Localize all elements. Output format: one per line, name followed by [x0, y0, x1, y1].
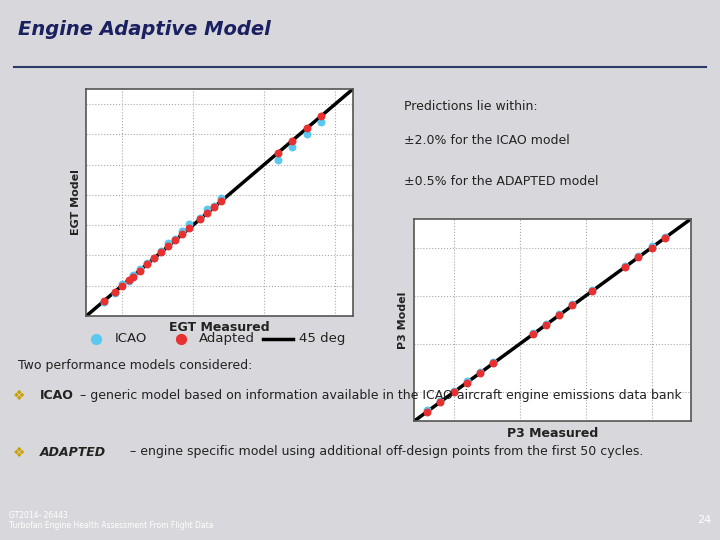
Point: [474, 369, 486, 377]
Point: [461, 377, 472, 386]
Point: [301, 124, 312, 133]
Text: ❖: ❖: [13, 389, 25, 403]
Point: [487, 358, 499, 367]
Point: [141, 260, 153, 269]
Point: [123, 275, 135, 284]
Text: Adapted: Adapted: [199, 332, 255, 346]
Point: [116, 280, 127, 288]
Point: [659, 232, 670, 241]
Point: [134, 266, 145, 275]
Point: [487, 359, 499, 368]
Point: [633, 253, 644, 261]
Point: [619, 261, 631, 270]
Point: [162, 239, 174, 248]
Point: [554, 309, 565, 318]
Point: [474, 367, 486, 376]
Text: ADAPTED: ADAPTED: [40, 446, 106, 458]
Point: [148, 254, 160, 263]
Text: ICAO: ICAO: [114, 332, 147, 346]
Point: [287, 142, 298, 151]
Text: – generic model based on information available in the ICAO aircraft engine emiss: – generic model based on information ava…: [76, 389, 681, 402]
Text: GT2014- 26443
Turbofan Engine Health Assessment From Flight Data: GT2014- 26443 Turbofan Engine Health Ass…: [9, 511, 213, 530]
Text: ±2.0% for the ICAO model: ±2.0% for the ICAO model: [404, 134, 570, 147]
Point: [646, 242, 657, 251]
Text: Predictions lie within:: Predictions lie within:: [404, 100, 538, 113]
Point: [554, 311, 565, 320]
Point: [646, 244, 657, 252]
Text: Engine Adaptive Model: Engine Adaptive Model: [18, 19, 271, 39]
Point: [176, 230, 188, 239]
Point: [209, 201, 220, 210]
Point: [586, 287, 598, 295]
Point: [633, 252, 644, 260]
Point: [215, 194, 227, 202]
Point: [209, 202, 220, 211]
Point: [272, 148, 284, 157]
Point: [194, 213, 206, 222]
Point: [567, 300, 578, 308]
Point: [586, 286, 598, 294]
Text: – engine specific model using additional off-design points from the first 50 cyc: – engine specific model using additional…: [126, 446, 644, 458]
Point: [315, 118, 327, 127]
Text: Two performance models considered:: Two performance models considered:: [18, 359, 253, 372]
Point: [156, 248, 167, 256]
Point: [194, 215, 206, 224]
Point: [127, 272, 138, 281]
Text: ICAO: ICAO: [40, 389, 73, 402]
Point: [435, 396, 446, 405]
Text: 45 deg: 45 deg: [299, 332, 345, 346]
Point: [567, 301, 578, 310]
Point: [448, 387, 459, 395]
Point: [202, 204, 213, 213]
X-axis label: P3 Measured: P3 Measured: [507, 427, 598, 440]
X-axis label: EGT Measured: EGT Measured: [169, 321, 270, 334]
Point: [176, 227, 188, 235]
Point: [184, 224, 195, 233]
Point: [461, 379, 472, 387]
Point: [287, 136, 298, 145]
Point: [184, 219, 195, 228]
Point: [301, 130, 312, 139]
Point: [116, 281, 127, 290]
Point: [169, 236, 181, 245]
Point: [202, 209, 213, 218]
Point: [421, 407, 433, 416]
Point: [109, 289, 120, 298]
Point: [437, 151, 449, 159]
Point: [421, 406, 433, 415]
Point: [148, 254, 160, 263]
Point: [109, 287, 120, 296]
Point: [540, 319, 552, 328]
Point: [134, 265, 145, 273]
Y-axis label: P3 Model: P3 Model: [398, 291, 408, 349]
Point: [141, 259, 153, 267]
Point: [169, 234, 181, 243]
Point: [123, 277, 135, 286]
Point: [215, 197, 227, 205]
Y-axis label: EGT Model: EGT Model: [71, 170, 81, 235]
Text: 24: 24: [697, 515, 711, 525]
Point: [619, 262, 631, 271]
Point: [448, 388, 459, 396]
Point: [99, 296, 110, 305]
Point: [315, 112, 327, 120]
Point: [659, 234, 670, 242]
Point: [156, 247, 167, 255]
Point: [527, 330, 539, 339]
Point: [127, 271, 138, 279]
Point: [540, 320, 552, 329]
Point: [435, 397, 446, 406]
Text: ±0.5% for the ADAPTED model: ±0.5% for the ADAPTED model: [404, 175, 598, 188]
Point: [99, 298, 110, 307]
Point: [272, 156, 284, 165]
Text: ❖: ❖: [13, 446, 25, 460]
Point: [162, 242, 174, 251]
Point: [527, 329, 539, 338]
